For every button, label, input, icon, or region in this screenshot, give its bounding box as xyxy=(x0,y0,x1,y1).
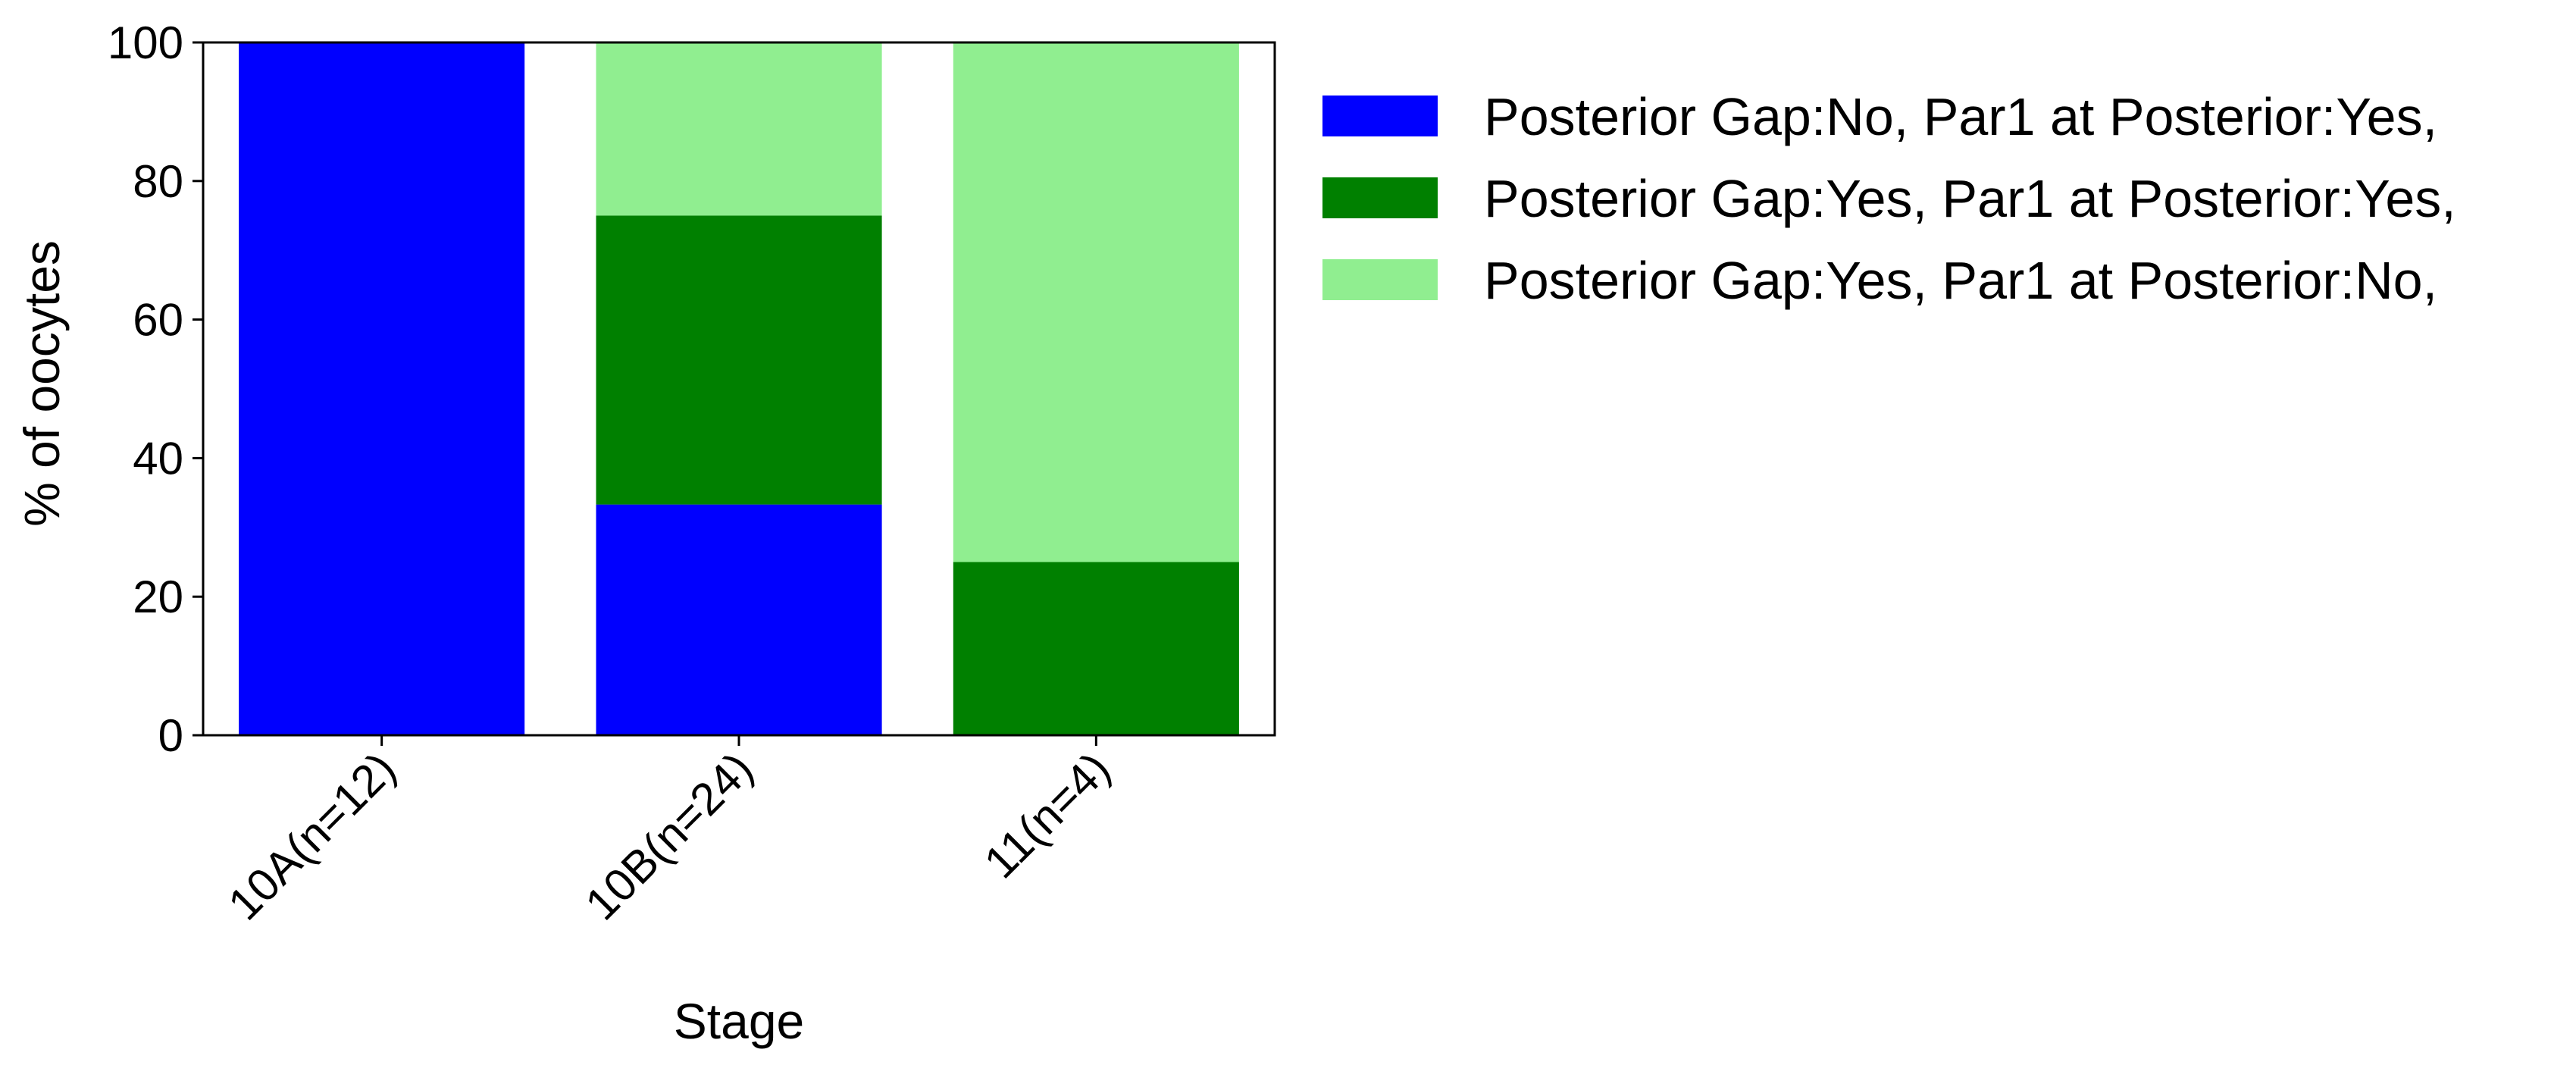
bar-segment-2-series-2 xyxy=(596,215,882,505)
y-tick-label-2: 20 xyxy=(133,572,183,622)
y-tick-label-1: 0 xyxy=(158,710,183,761)
bar-segment-2-series-3 xyxy=(596,42,882,216)
bar-segment-3-series-3 xyxy=(953,42,1239,562)
y-tick-label-4: 60 xyxy=(133,295,183,346)
legend-label-1: Posterior Gap:No, Par1 at Posterior:Yes, xyxy=(1484,87,2437,146)
y-axis-label: % of oocytes xyxy=(14,240,70,527)
y-tick-label-6: 100 xyxy=(108,17,183,68)
legend: Posterior Gap:No, Par1 at Posterior:Yes,… xyxy=(1322,87,2456,310)
legend-label-2: Posterior Gap:Yes, Par1 at Posterior:Yes… xyxy=(1484,169,2456,228)
legend-swatch-3 xyxy=(1322,259,1438,300)
bar-segment-2-series-1 xyxy=(596,504,882,735)
y-tick-label-3: 40 xyxy=(133,433,183,484)
legend-swatch-1 xyxy=(1322,96,1438,136)
x-tick-label-2: 10B(n=24) xyxy=(576,743,763,930)
x-tick-label-1: 10A(n=12) xyxy=(218,743,405,930)
y-tick-label-5: 80 xyxy=(133,156,183,207)
bars-group xyxy=(239,42,1239,735)
bar-segment-3-series-2 xyxy=(953,562,1239,735)
x-tick-label-3: 11(n=4) xyxy=(975,743,1120,888)
x-axis-label: Stage xyxy=(674,993,804,1049)
legend-label-3: Posterior Gap:Yes, Par1 at Posterior:No, xyxy=(1484,251,2437,310)
legend-swatch-2 xyxy=(1322,177,1438,218)
bar-segment-1-series-1 xyxy=(239,42,525,735)
